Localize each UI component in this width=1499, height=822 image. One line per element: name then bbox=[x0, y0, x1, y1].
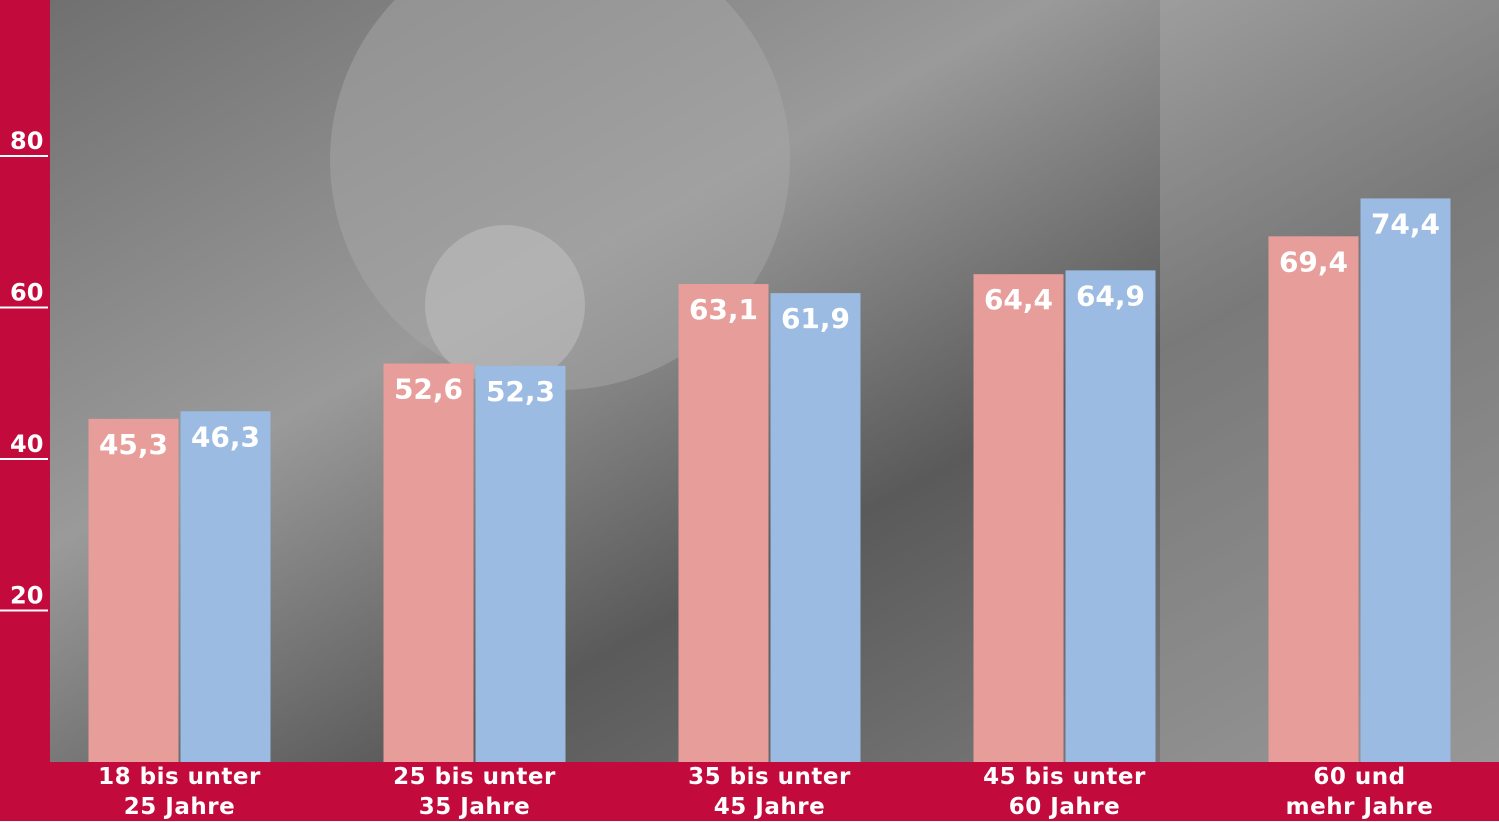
axis-strip bbox=[0, 0, 50, 821]
value-label: 74,4 bbox=[1371, 207, 1440, 240]
bar bbox=[679, 284, 769, 762]
value-label: 52,6 bbox=[394, 373, 463, 406]
bar bbox=[771, 293, 861, 762]
bar bbox=[1269, 236, 1359, 762]
y-tick-label: 60 bbox=[10, 279, 43, 307]
bar bbox=[1361, 198, 1451, 762]
value-label: 61,9 bbox=[781, 302, 850, 335]
building-shape bbox=[425, 225, 585, 385]
chart-canvas: 20 40 60 80 45,3 46,3 52,6 52,3 63,1 61,9 64,4 64,9… bbox=[0, 0, 1499, 821]
bar bbox=[476, 366, 566, 762]
x-tick-label: 60 und mehr Jahre bbox=[1230, 762, 1490, 822]
y-tick-label: 40 bbox=[10, 430, 43, 458]
x-tick-label: 18 bis unter 25 Jahre bbox=[50, 762, 310, 822]
x-tick-label: 35 bis unter 45 Jahre bbox=[640, 762, 900, 822]
value-label: 46,3 bbox=[191, 420, 260, 453]
value-label: 69,4 bbox=[1279, 245, 1348, 278]
bar bbox=[384, 364, 474, 762]
bar bbox=[1066, 270, 1156, 762]
value-label: 64,9 bbox=[1076, 279, 1145, 312]
value-label: 63,1 bbox=[689, 293, 758, 326]
bar bbox=[181, 411, 271, 762]
chart: 20 40 60 80 45,3 46,3 52,6 52,3 63,1 61,9 64,4 64,9… bbox=[0, 0, 1499, 821]
x-tick-label: 45 bis unter 60 Jahre bbox=[935, 762, 1195, 822]
y-tick-label: 80 bbox=[10, 127, 43, 155]
y-tick-label: 20 bbox=[10, 582, 43, 610]
value-label: 45,3 bbox=[99, 428, 168, 461]
value-label: 64,4 bbox=[984, 283, 1053, 316]
bar bbox=[974, 274, 1064, 762]
value-label: 52,3 bbox=[486, 375, 555, 408]
x-tick-label: 25 bis unter 35 Jahre bbox=[345, 762, 605, 822]
bar bbox=[89, 419, 179, 762]
